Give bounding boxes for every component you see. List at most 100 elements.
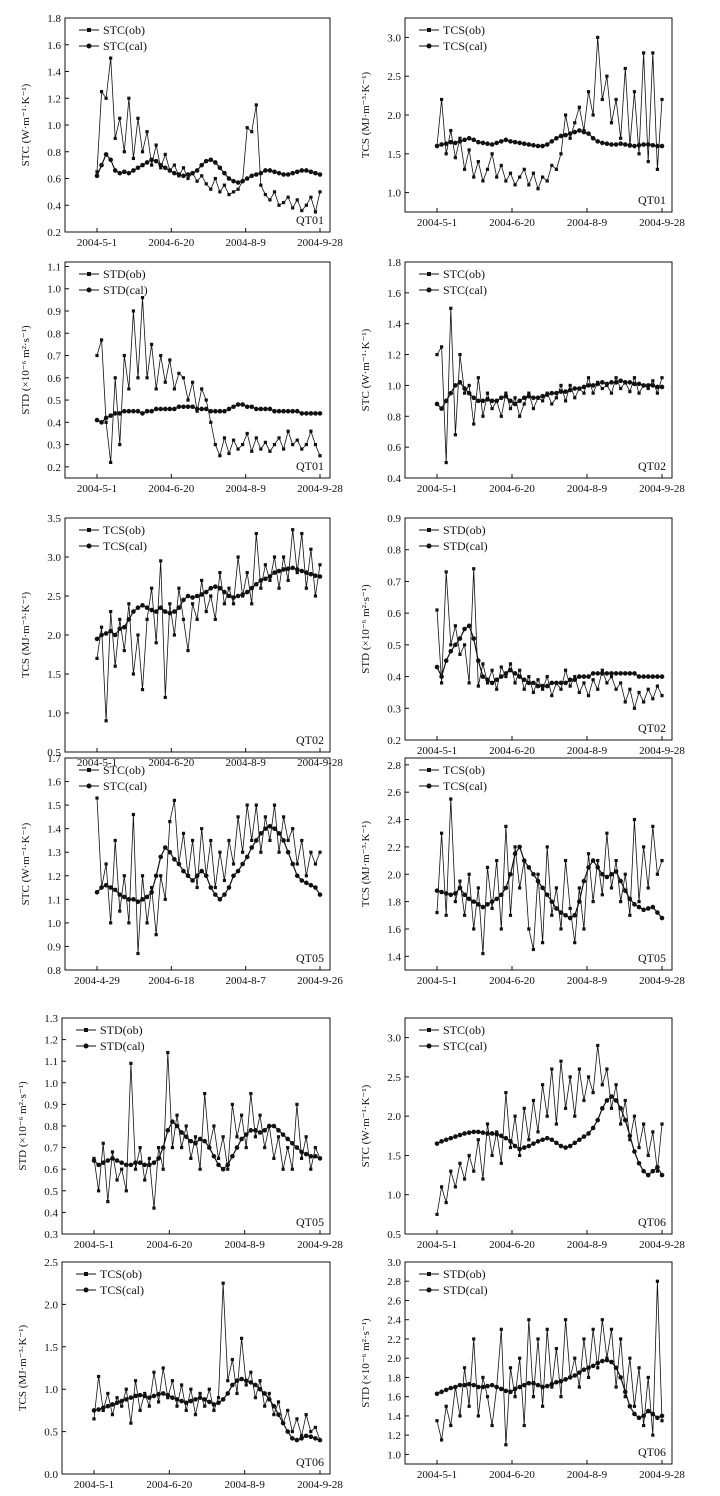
data-point-ob (660, 376, 664, 380)
data-point-ob (660, 858, 664, 863)
data-point-cal (117, 626, 123, 632)
station-label: QT01 (296, 459, 324, 473)
data-point-cal (535, 878, 541, 884)
data-point-ob (481, 951, 485, 956)
data-point-cal (600, 1106, 605, 1111)
data-point-ob (462, 167, 467, 171)
data-point-ob (304, 1413, 308, 1417)
data-point-ob (439, 345, 444, 349)
data-point-cal (122, 169, 127, 175)
data-point-cal (600, 380, 605, 385)
data-point-cal (179, 1130, 184, 1135)
data-point-cal (253, 582, 259, 587)
data-point-ob (212, 1408, 216, 1412)
data-point-cal (549, 680, 555, 686)
x-tick-label: 2004-5-1 (417, 745, 457, 757)
data-point-ob (527, 1318, 531, 1322)
data-point-ob (577, 1385, 581, 1389)
data-point-ob (632, 376, 637, 380)
data-point-cal (199, 592, 204, 597)
data-point-ob (628, 390, 632, 394)
data-point-cal (572, 1373, 578, 1378)
data-point-cal (285, 1429, 291, 1434)
data-point-ob (563, 668, 568, 672)
data-point-cal (636, 1415, 642, 1421)
data-point-ob (227, 838, 231, 843)
data-point-ob (250, 602, 254, 606)
station-label: QT05 (638, 951, 666, 965)
data-point-ob (637, 690, 641, 695)
data-point-ob (218, 571, 222, 575)
data-point-cal (122, 894, 127, 900)
data-point-ob (531, 1098, 536, 1103)
data-point-cal (271, 1123, 277, 1129)
data-point-ob (605, 74, 609, 78)
data-point-cal (613, 869, 619, 874)
data-point-cal (443, 398, 449, 404)
data-point-cal (144, 160, 150, 165)
data-point-ob (563, 1106, 568, 1110)
data-point-cal (304, 411, 309, 416)
data-point-ob (258, 1113, 262, 1117)
data-point-cal (135, 605, 141, 610)
data-point-ob (122, 874, 126, 878)
data-point-cal (466, 1130, 472, 1135)
data-point-cal (266, 1397, 272, 1402)
data-point-cal (276, 408, 282, 414)
data-point-ob (245, 803, 249, 807)
data-point-cal (140, 603, 145, 608)
y-tick-label: 1.6 (47, 777, 61, 789)
data-point-cal (645, 906, 651, 911)
x-tick-label: 2004-8-9 (567, 1469, 608, 1481)
data-point-cal (521, 1145, 527, 1150)
y-tick-label: 0.8 (47, 965, 61, 977)
data-point-ob (230, 1357, 234, 1362)
data-point-cal (476, 902, 481, 907)
legend-label: TCS(cal) (100, 1283, 144, 1297)
x-tick-label: 2004-5-1 (77, 483, 117, 495)
data-point-cal (645, 383, 651, 388)
data-point-cal (540, 1137, 545, 1143)
data-point-cal (489, 142, 495, 147)
data-point-cal (99, 632, 104, 638)
data-point-ob (277, 586, 281, 590)
data-point-ob (193, 1135, 198, 1139)
y-tick-label: 0.5 (387, 640, 401, 652)
y-tick-label: 0.5 (44, 1427, 58, 1439)
x-tick-label: 2004-9-28 (297, 1479, 343, 1491)
data-point-cal (213, 892, 218, 897)
y-tick-label: 0.8 (387, 411, 401, 423)
data-point-ob (536, 872, 540, 876)
data-point-ob (504, 674, 508, 679)
data-point-cal (526, 393, 532, 399)
data-point-ob (458, 1161, 462, 1165)
data-point-ob (110, 1150, 115, 1154)
data-point-cal (512, 1386, 518, 1392)
data-point-cal (443, 891, 449, 896)
data-point-cal (126, 617, 132, 622)
data-point-cal (207, 1399, 212, 1405)
data-point-ob (249, 1092, 253, 1096)
data-point-cal (123, 1397, 129, 1402)
y-tick-label: 0.7 (44, 1143, 58, 1155)
data-point-cal (153, 609, 159, 614)
data-point-cal (627, 671, 633, 676)
data-point-cal (636, 674, 642, 679)
data-point-cal (544, 142, 550, 147)
station-label: QT01 (296, 213, 324, 227)
data-point-cal (443, 658, 449, 664)
data-point-ob (614, 1385, 618, 1389)
data-point-ob (259, 850, 263, 854)
data-point-ob (131, 812, 136, 817)
data-point-ob (184, 1408, 188, 1412)
data-point-ob (568, 136, 572, 140)
data-point-cal (308, 571, 314, 577)
data-point-cal (183, 1134, 189, 1140)
data-point-cal (203, 406, 209, 412)
data-point-ob (97, 1374, 101, 1379)
data-point-cal (253, 406, 259, 412)
data-point-ob (596, 687, 600, 691)
y-tick-label: 0.8 (44, 1121, 58, 1133)
data-point-cal (128, 1395, 134, 1400)
data-point-cal (140, 411, 145, 416)
